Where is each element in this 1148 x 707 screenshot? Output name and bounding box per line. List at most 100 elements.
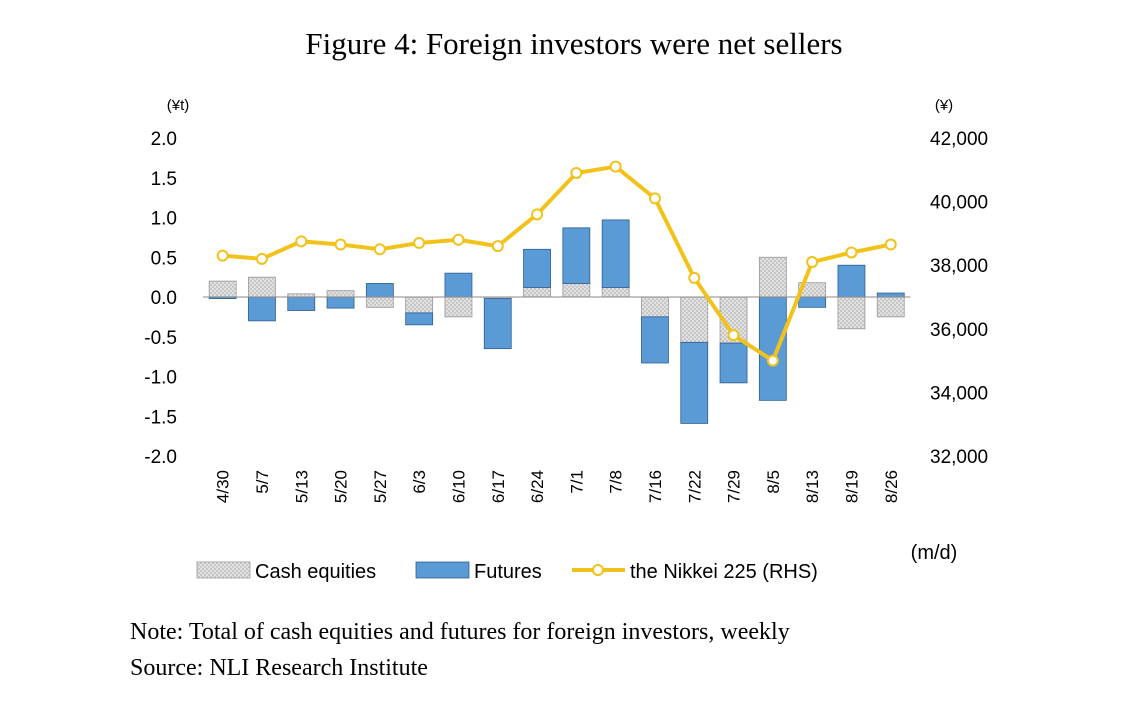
bar-futures-6-3 <box>405 312 434 326</box>
left-axis-labels: 2.0 1.5 1.0 0.5 0.0 -0.5 -1.0 -1.5 -2.0 <box>144 129 177 468</box>
bar-futures-8-5 <box>758 296 787 401</box>
x-tick-5-27: 5/27 <box>371 470 390 503</box>
bar-futures-8-26 <box>876 292 905 298</box>
bar-cash-equities-5-20 <box>326 290 355 298</box>
x-tick-8-19: 8/19 <box>842 470 861 503</box>
x-tick-6-24: 6/24 <box>528 470 547 503</box>
x-tick-6-3: 6/3 <box>410 470 429 494</box>
bars-layer <box>208 219 905 424</box>
bar-cash-equities-7-1 <box>562 283 591 298</box>
chart-area: 2.0 1.5 1.0 0.5 0.0 -0.5 -1.0 -1.5 -2.0 42,000 40… <box>144 97 988 583</box>
bar-cash-equities-8-5 <box>758 256 787 298</box>
bar-cash-equities-7-16 <box>641 296 669 318</box>
bar-cash-equities-6-24 <box>523 287 551 298</box>
bar-cash-equities-4-30 <box>208 280 237 298</box>
right-axis-tick: 38,000 <box>930 256 988 277</box>
left-axis-tick: -1.0 <box>144 368 177 389</box>
nikkei-line-layer <box>216 160 897 367</box>
bar-cash-equities-5-7 <box>248 276 276 298</box>
nikkei-point-8-26 <box>884 238 897 251</box>
right-axis-tick: 36,000 <box>930 320 988 341</box>
nikkei-line <box>222 164 892 363</box>
x-tick-7-29: 7/29 <box>725 470 744 503</box>
legend-swatch-cash-equities <box>196 561 251 579</box>
bar-futures-5-27 <box>365 283 394 298</box>
x-tick-4-30: 4/30 <box>214 470 233 503</box>
bar-futures-5-7 <box>248 296 276 322</box>
nikkei-point-8-13 <box>806 256 819 269</box>
x-axis-unit: (m/d) <box>911 542 958 564</box>
legend: Cash equities Futures the Nikkei 225 (RH… <box>196 561 818 583</box>
nikkei-point-4-30 <box>216 249 229 262</box>
x-tick-6-10: 6/10 <box>449 470 468 503</box>
left-axis-tick: -2.0 <box>144 447 177 468</box>
bar-futures-5-13 <box>287 296 316 311</box>
x-tick-5-13: 5/13 <box>292 470 311 503</box>
legend-label-nikkei: the Nikkei 225 (RHS) <box>630 561 818 583</box>
legend-swatch-nikkei-marker <box>592 564 604 576</box>
bar-futures-8-19 <box>837 264 866 298</box>
x-tick-5-20: 5/20 <box>332 470 351 503</box>
x-tick-8-13: 8/13 <box>803 470 822 503</box>
bar-cash-equities-8-19 <box>837 296 866 330</box>
bar-futures-6-17 <box>483 298 512 350</box>
right-axis-tick: 32,000 <box>930 447 988 468</box>
bar-cash-equities-7-22 <box>680 296 709 343</box>
right-axis-tick: 42,000 <box>930 129 988 150</box>
right-axis-tick: 40,000 <box>930 193 988 214</box>
chart-title: Figure 4: Foreign investors were net sel… <box>305 26 843 61</box>
bar-futures-8-13 <box>798 296 827 308</box>
bar-cash-equities-7-8 <box>601 287 630 298</box>
bar-futures-7-29 <box>719 342 748 384</box>
right-axis-unit: (¥) <box>935 97 953 114</box>
nikkei-point-7-29 <box>727 329 740 342</box>
nikkei-point-8-19 <box>845 246 858 259</box>
nikkei-point-6-24 <box>531 208 544 221</box>
bar-cash-equities-8-26 <box>876 296 905 318</box>
x-tick-7-1: 7/1 <box>567 470 586 494</box>
nikkei-point-7-1 <box>570 166 583 179</box>
nikkei-point-7-22 <box>688 271 701 284</box>
left-axis-tick: 2.0 <box>151 129 177 150</box>
right-axis-tick: 34,000 <box>930 383 988 404</box>
bar-cash-equities-6-3 <box>405 296 434 314</box>
note-text: Note: Total of cash equities and futures… <box>130 619 790 645</box>
bar-futures-7-1 <box>562 227 591 284</box>
x-tick-7-8: 7/8 <box>607 470 626 494</box>
legend-swatch-futures <box>415 561 470 579</box>
nikkei-point-8-5 <box>766 354 779 367</box>
legend-label-futures: Futures <box>474 561 542 583</box>
left-axis-tick: 0.0 <box>151 288 177 309</box>
nikkei-point-6-10 <box>452 233 465 246</box>
left-axis-tick: -0.5 <box>144 328 177 349</box>
nikkei-point-5-7 <box>255 252 268 265</box>
x-tick-8-5: 8/5 <box>764 470 783 494</box>
bar-futures-6-24 <box>523 248 551 288</box>
left-axis-tick: -1.5 <box>144 407 177 428</box>
legend-label-cash-equities: Cash equities <box>255 561 376 583</box>
bar-futures-7-16 <box>641 316 669 364</box>
bar-cash-equities-5-27 <box>365 296 394 308</box>
nikkei-point-5-20 <box>334 238 347 251</box>
left-axis-unit: (¥t) <box>167 97 190 114</box>
x-tick-7-22: 7/22 <box>685 470 704 503</box>
bar-futures-7-8 <box>601 219 630 288</box>
bar-futures-5-20 <box>326 296 355 309</box>
x-axis-labels: 4/30 5/7 5/13 5/20 5/27 6/3 6/10 6/17 6/24 7/1 7/8… <box>214 470 901 503</box>
bar-futures-6-10 <box>444 272 473 298</box>
nikkei-point-6-17 <box>491 240 504 253</box>
nikkei-point-6-3 <box>413 236 426 249</box>
left-axis-tick: 1.0 <box>151 209 177 230</box>
nikkei-point-5-27 <box>373 243 386 256</box>
nikkei-point-5-13 <box>295 235 308 248</box>
x-tick-7-16: 7/16 <box>646 470 665 503</box>
x-tick-6-17: 6/17 <box>489 470 508 503</box>
nikkei-point-7-16 <box>648 192 661 205</box>
left-axis-tick: 1.5 <box>151 169 177 190</box>
bar-cash-equities-6-10 <box>444 296 473 318</box>
x-tick-5-7: 5/7 <box>253 470 272 494</box>
right-axis-labels: 42,000 40,000 38,000 36,000 34,000 32,000 <box>930 129 988 468</box>
nikkei-point-7-8 <box>609 160 622 173</box>
x-tick-8-26: 8/26 <box>882 470 901 503</box>
source-text: Source: NLI Research Institute <box>130 655 428 681</box>
